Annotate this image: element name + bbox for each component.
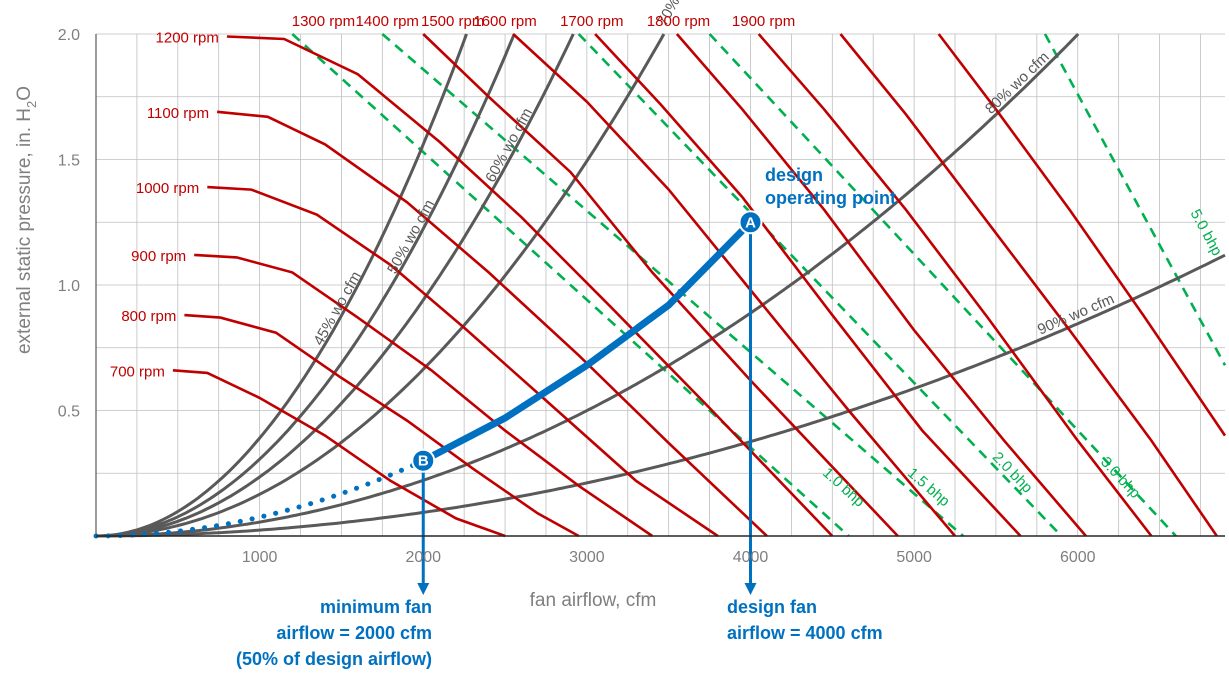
rpm-label-800-rpm: 800 rpm bbox=[121, 308, 176, 325]
system-curve-45pct-wo-cfm bbox=[95, 33, 468, 538]
design-point-callout-line2: operating point bbox=[765, 188, 896, 208]
rpm-label-1700-rpm: 1700 rpm bbox=[560, 13, 623, 30]
rpm-curve-1200-rpm bbox=[226, 35, 834, 537]
rpm-label-1600-rpm: 1600 rpm bbox=[473, 13, 536, 30]
design-point-callout: design operating point bbox=[765, 165, 896, 208]
rpm-curve-900-rpm bbox=[194, 253, 654, 538]
y-axis-title: external static pressure, in. H2O bbox=[14, 86, 39, 354]
rpm-label-1200-rpm: 1200 rpm bbox=[156, 30, 219, 47]
rpm-curve-800-rpm bbox=[184, 313, 580, 538]
rpm-label-900-rpm: 900 rpm bbox=[131, 248, 186, 265]
rpm-label-1900-rpm: 1900 rpm bbox=[732, 13, 795, 30]
rpm-label-1000-rpm: 1000 rpm bbox=[136, 180, 199, 197]
rpm-curve-1500-rpm bbox=[594, 33, 1022, 537]
y-tick-label: 2.0 bbox=[58, 27, 80, 44]
system-curve-label-50pct-wo-cfm: 50% wo cfm bbox=[384, 197, 438, 277]
x-tick-label: 1000 bbox=[242, 549, 278, 566]
rpm-label-1300-rpm: 1300 rpm bbox=[292, 13, 355, 30]
design-fan-callout-line1: design fan bbox=[727, 597, 817, 617]
low-flow-dotted-path bbox=[93, 458, 426, 539]
system-curve-80pct-wo-cfm bbox=[96, 32, 1080, 538]
x-tick-label: 2000 bbox=[405, 549, 441, 566]
x-tick-label: 4000 bbox=[733, 549, 769, 566]
rpm-curve-700-rpm bbox=[172, 369, 506, 538]
rpm-curves bbox=[172, 33, 1227, 538]
x-tick-label: 6000 bbox=[1060, 549, 1096, 566]
axes: 1000 2000 3000 4000 5000 6000 0.5 1.0 1.5 2.0 bbox=[58, 27, 1225, 566]
y-tick-label: 0.5 bbox=[58, 404, 80, 421]
rpm-label-700-rpm: 700 rpm bbox=[110, 363, 165, 380]
operating-path: AB bbox=[93, 210, 763, 595]
x-tick-label: 5000 bbox=[896, 549, 932, 566]
system-curve-label-45pct-wo-cfm: 45% wo cfm bbox=[310, 269, 365, 349]
design-fan-callout: design fan airflow = 4000 cfm bbox=[727, 597, 883, 643]
rpm-curve-1100-rpm bbox=[216, 110, 768, 537]
rpm-curve-1000-rpm bbox=[207, 185, 719, 538]
minimum-fan-callout-line2: airflow = 2000 cfm bbox=[276, 623, 432, 643]
rpm-label-1400-rpm: 1400 rpm bbox=[356, 13, 419, 30]
rpm-label-1500-rpm: 1500 rpm bbox=[421, 13, 484, 30]
rpm-curve-1700-rpm bbox=[757, 33, 1153, 537]
minimum-fan-callout-line1: minimum fan bbox=[320, 597, 432, 617]
bhp-line-2-0-bhp bbox=[577, 33, 1063, 537]
bhp-label-5-0-bhp: 5.0 bhp bbox=[1187, 207, 1226, 259]
design-point-callout-line1: design bbox=[765, 165, 823, 185]
y-tick-label: 1.0 bbox=[58, 278, 80, 295]
grid-lines bbox=[95, 33, 1225, 537]
point-b-label: B bbox=[418, 453, 429, 470]
point-a-marker bbox=[738, 210, 763, 235]
bhp-line-5-0-bhp bbox=[1043, 33, 1227, 366]
arrow-head-icon bbox=[744, 583, 757, 595]
rpm-curve-1800-rpm bbox=[839, 33, 1218, 537]
system-curve-label-90pct-wo-cfm: 90% wo cfm bbox=[1035, 290, 1117, 338]
y-tick-label: 1.5 bbox=[58, 153, 80, 170]
system-curve-label-80pct-wo-cfm: 80% wo cfm bbox=[982, 49, 1053, 118]
x-tick-label: 3000 bbox=[569, 549, 605, 566]
bhp-line-1-0-bhp bbox=[291, 33, 850, 537]
system-curve-50pct-wo-cfm bbox=[96, 33, 516, 538]
y-axis-title-subscript: 2 bbox=[24, 101, 39, 108]
point-a-label: A bbox=[745, 214, 756, 231]
point-b-marker bbox=[411, 448, 436, 473]
minimum-fan-callout-line3: (50% of design airflow) bbox=[236, 649, 432, 669]
rpm-curve-1400-rpm bbox=[512, 33, 956, 537]
rpm-curve-1600-rpm bbox=[675, 33, 1087, 537]
system-curve-70pct-wo-cfm bbox=[96, 33, 666, 538]
rpm-curve-1900-rpm bbox=[937, 33, 1227, 437]
design-fan-callout-line2: airflow = 4000 cfm bbox=[727, 623, 883, 643]
rpm-curve-1300-rpm bbox=[422, 33, 899, 537]
vav-operating-path bbox=[419, 218, 754, 465]
minimum-fan-callout: minimum fan airflow = 2000 cfm (50% of d… bbox=[236, 597, 432, 669]
arrow-head-icon bbox=[417, 583, 430, 595]
x-axis-title: fan airflow, cfm bbox=[530, 590, 657, 611]
system-curve-60pct-wo-cfm bbox=[96, 33, 575, 538]
system-curves bbox=[95, 32, 1226, 538]
system-curve-90pct-wo-cfm bbox=[96, 253, 1226, 538]
rpm-label-1800-rpm: 1800 rpm bbox=[647, 13, 710, 30]
rpm-label-1100-rpm: 1100 rpm bbox=[147, 105, 209, 122]
bhp-label-1-0-bhp: 1.0 bhp bbox=[819, 464, 868, 510]
bhp-line-3-0-bhp bbox=[708, 33, 1177, 537]
